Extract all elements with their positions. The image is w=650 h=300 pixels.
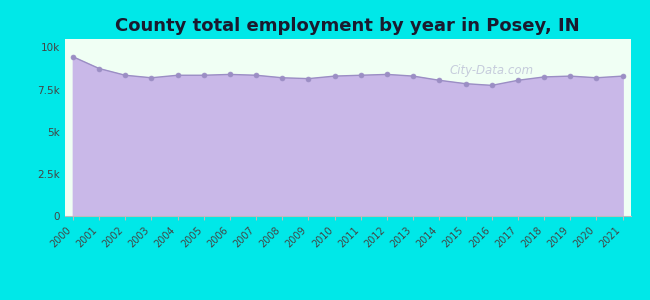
Text: City-Data.com: City-Data.com [450, 64, 534, 77]
Title: County total employment by year in Posey, IN: County total employment by year in Posey… [116, 17, 580, 35]
